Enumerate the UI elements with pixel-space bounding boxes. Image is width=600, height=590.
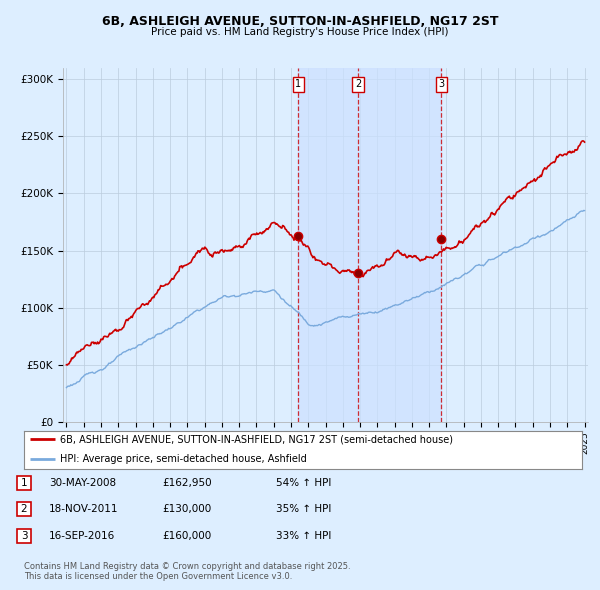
Text: 35% ↑ HPI: 35% ↑ HPI <box>276 504 331 514</box>
Text: HPI: Average price, semi-detached house, Ashfield: HPI: Average price, semi-detached house,… <box>60 454 307 464</box>
Text: £162,950: £162,950 <box>162 478 212 487</box>
Text: Contains HM Land Registry data © Crown copyright and database right 2025.
This d: Contains HM Land Registry data © Crown c… <box>24 562 350 581</box>
Text: 1: 1 <box>295 79 301 89</box>
Text: 6B, ASHLEIGH AVENUE, SUTTON-IN-ASHFIELD, NG17 2ST (semi-detached house): 6B, ASHLEIGH AVENUE, SUTTON-IN-ASHFIELD,… <box>60 434 453 444</box>
Text: 2: 2 <box>355 79 361 89</box>
Text: 18-NOV-2011: 18-NOV-2011 <box>49 504 119 514</box>
Text: £130,000: £130,000 <box>162 504 211 514</box>
Bar <box>298 68 442 422</box>
Text: 30-MAY-2008: 30-MAY-2008 <box>49 478 116 487</box>
Text: 3: 3 <box>439 79 445 89</box>
Text: 54% ↑ HPI: 54% ↑ HPI <box>276 478 331 487</box>
Text: 2: 2 <box>20 504 28 514</box>
Text: 1: 1 <box>20 478 28 487</box>
Text: £160,000: £160,000 <box>162 531 211 540</box>
Text: 33% ↑ HPI: 33% ↑ HPI <box>276 531 331 540</box>
Text: 6B, ASHLEIGH AVENUE, SUTTON-IN-ASHFIELD, NG17 2ST: 6B, ASHLEIGH AVENUE, SUTTON-IN-ASHFIELD,… <box>102 15 498 28</box>
Text: Price paid vs. HM Land Registry's House Price Index (HPI): Price paid vs. HM Land Registry's House … <box>151 27 449 37</box>
Text: 3: 3 <box>20 531 28 540</box>
Text: 16-SEP-2016: 16-SEP-2016 <box>49 531 115 540</box>
